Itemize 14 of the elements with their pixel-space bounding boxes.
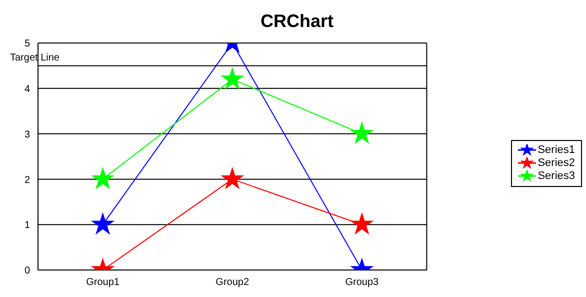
y-tick-label: 2 bbox=[24, 174, 30, 186]
legend-label: Series3 bbox=[538, 170, 575, 182]
x-tick-label: Group2 bbox=[216, 277, 250, 288]
y-tick-label: 1 bbox=[24, 220, 30, 232]
x-tick-label: Group1 bbox=[86, 277, 120, 288]
y-tick-label: 5 bbox=[24, 38, 30, 50]
y-tick-label: 4 bbox=[24, 84, 30, 95]
legend-label: Series1 bbox=[538, 144, 575, 156]
y-tick-label: 0 bbox=[24, 266, 30, 277]
y-tick-label: 3 bbox=[24, 129, 30, 140]
legend-label: Series2 bbox=[538, 157, 575, 169]
ref-line-label: Target Line bbox=[10, 52, 60, 64]
chart-title: CRChart bbox=[259, 10, 334, 33]
x-tick-label: Group3 bbox=[345, 277, 380, 288]
